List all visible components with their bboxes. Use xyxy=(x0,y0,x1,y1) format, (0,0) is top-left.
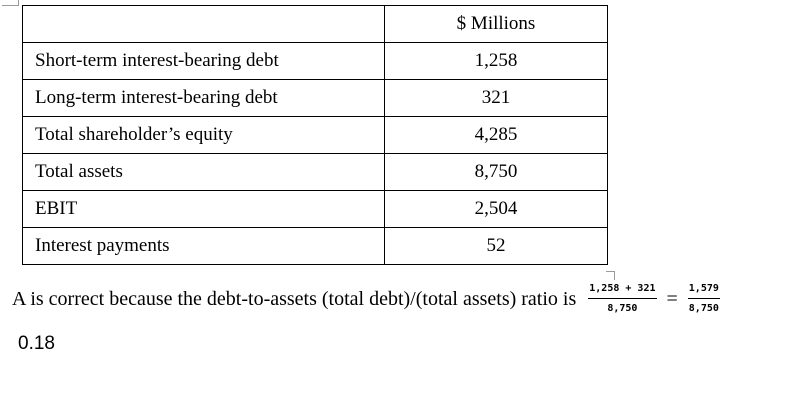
financial-table: $ Millions Short-term interest-bearing d… xyxy=(22,5,608,265)
answer-explanation: A is correct because the debt-to-assets … xyxy=(12,283,724,315)
corner-mark xyxy=(2,0,19,6)
row-label: EBIT xyxy=(22,190,385,228)
row-value: 2,504 xyxy=(384,190,608,228)
row-value: 321 xyxy=(384,79,608,117)
row-label: Short-term interest-bearing debt xyxy=(22,42,385,80)
corner-mark xyxy=(606,271,615,280)
fraction-numerator: 1,258 + 321 xyxy=(588,283,657,299)
table-row: Total assets 8,750 xyxy=(22,153,608,191)
table-header-empty xyxy=(22,5,385,43)
row-label: Total shareholder’s equity xyxy=(22,116,385,154)
fraction-total-debt: 1,258 + 321 8,750 xyxy=(588,283,657,315)
table-row: Long-term interest-bearing debt 321 xyxy=(22,79,608,117)
row-value: 52 xyxy=(384,227,608,265)
equals-sign: = xyxy=(666,287,678,310)
row-label: Interest payments xyxy=(22,227,385,265)
table-row: Total shareholder’s equity 4,285 xyxy=(22,116,608,154)
fraction-numerator: 1,579 xyxy=(687,283,720,299)
table-header-millions: $ Millions xyxy=(384,5,608,43)
row-label: Total assets xyxy=(22,153,385,191)
ratio-result: 0.18 xyxy=(18,333,55,354)
fraction-denominator: 8,750 xyxy=(607,303,638,314)
table-header-row: $ Millions xyxy=(22,5,608,43)
row-value: 8,750 xyxy=(384,153,608,191)
table-row: Interest payments 52 xyxy=(22,227,608,265)
table-row: EBIT 2,504 xyxy=(22,190,608,228)
table-row: Short-term interest-bearing debt 1,258 xyxy=(22,42,608,80)
row-value: 1,258 xyxy=(384,42,608,80)
row-value: 4,285 xyxy=(384,116,608,154)
explanation-text: A is correct because the debt-to-assets … xyxy=(12,287,577,310)
fraction-result: 1,579 8,750 xyxy=(687,283,720,315)
row-label: Long-term interest-bearing debt xyxy=(22,79,385,117)
fraction-denominator: 8,750 xyxy=(688,303,719,314)
